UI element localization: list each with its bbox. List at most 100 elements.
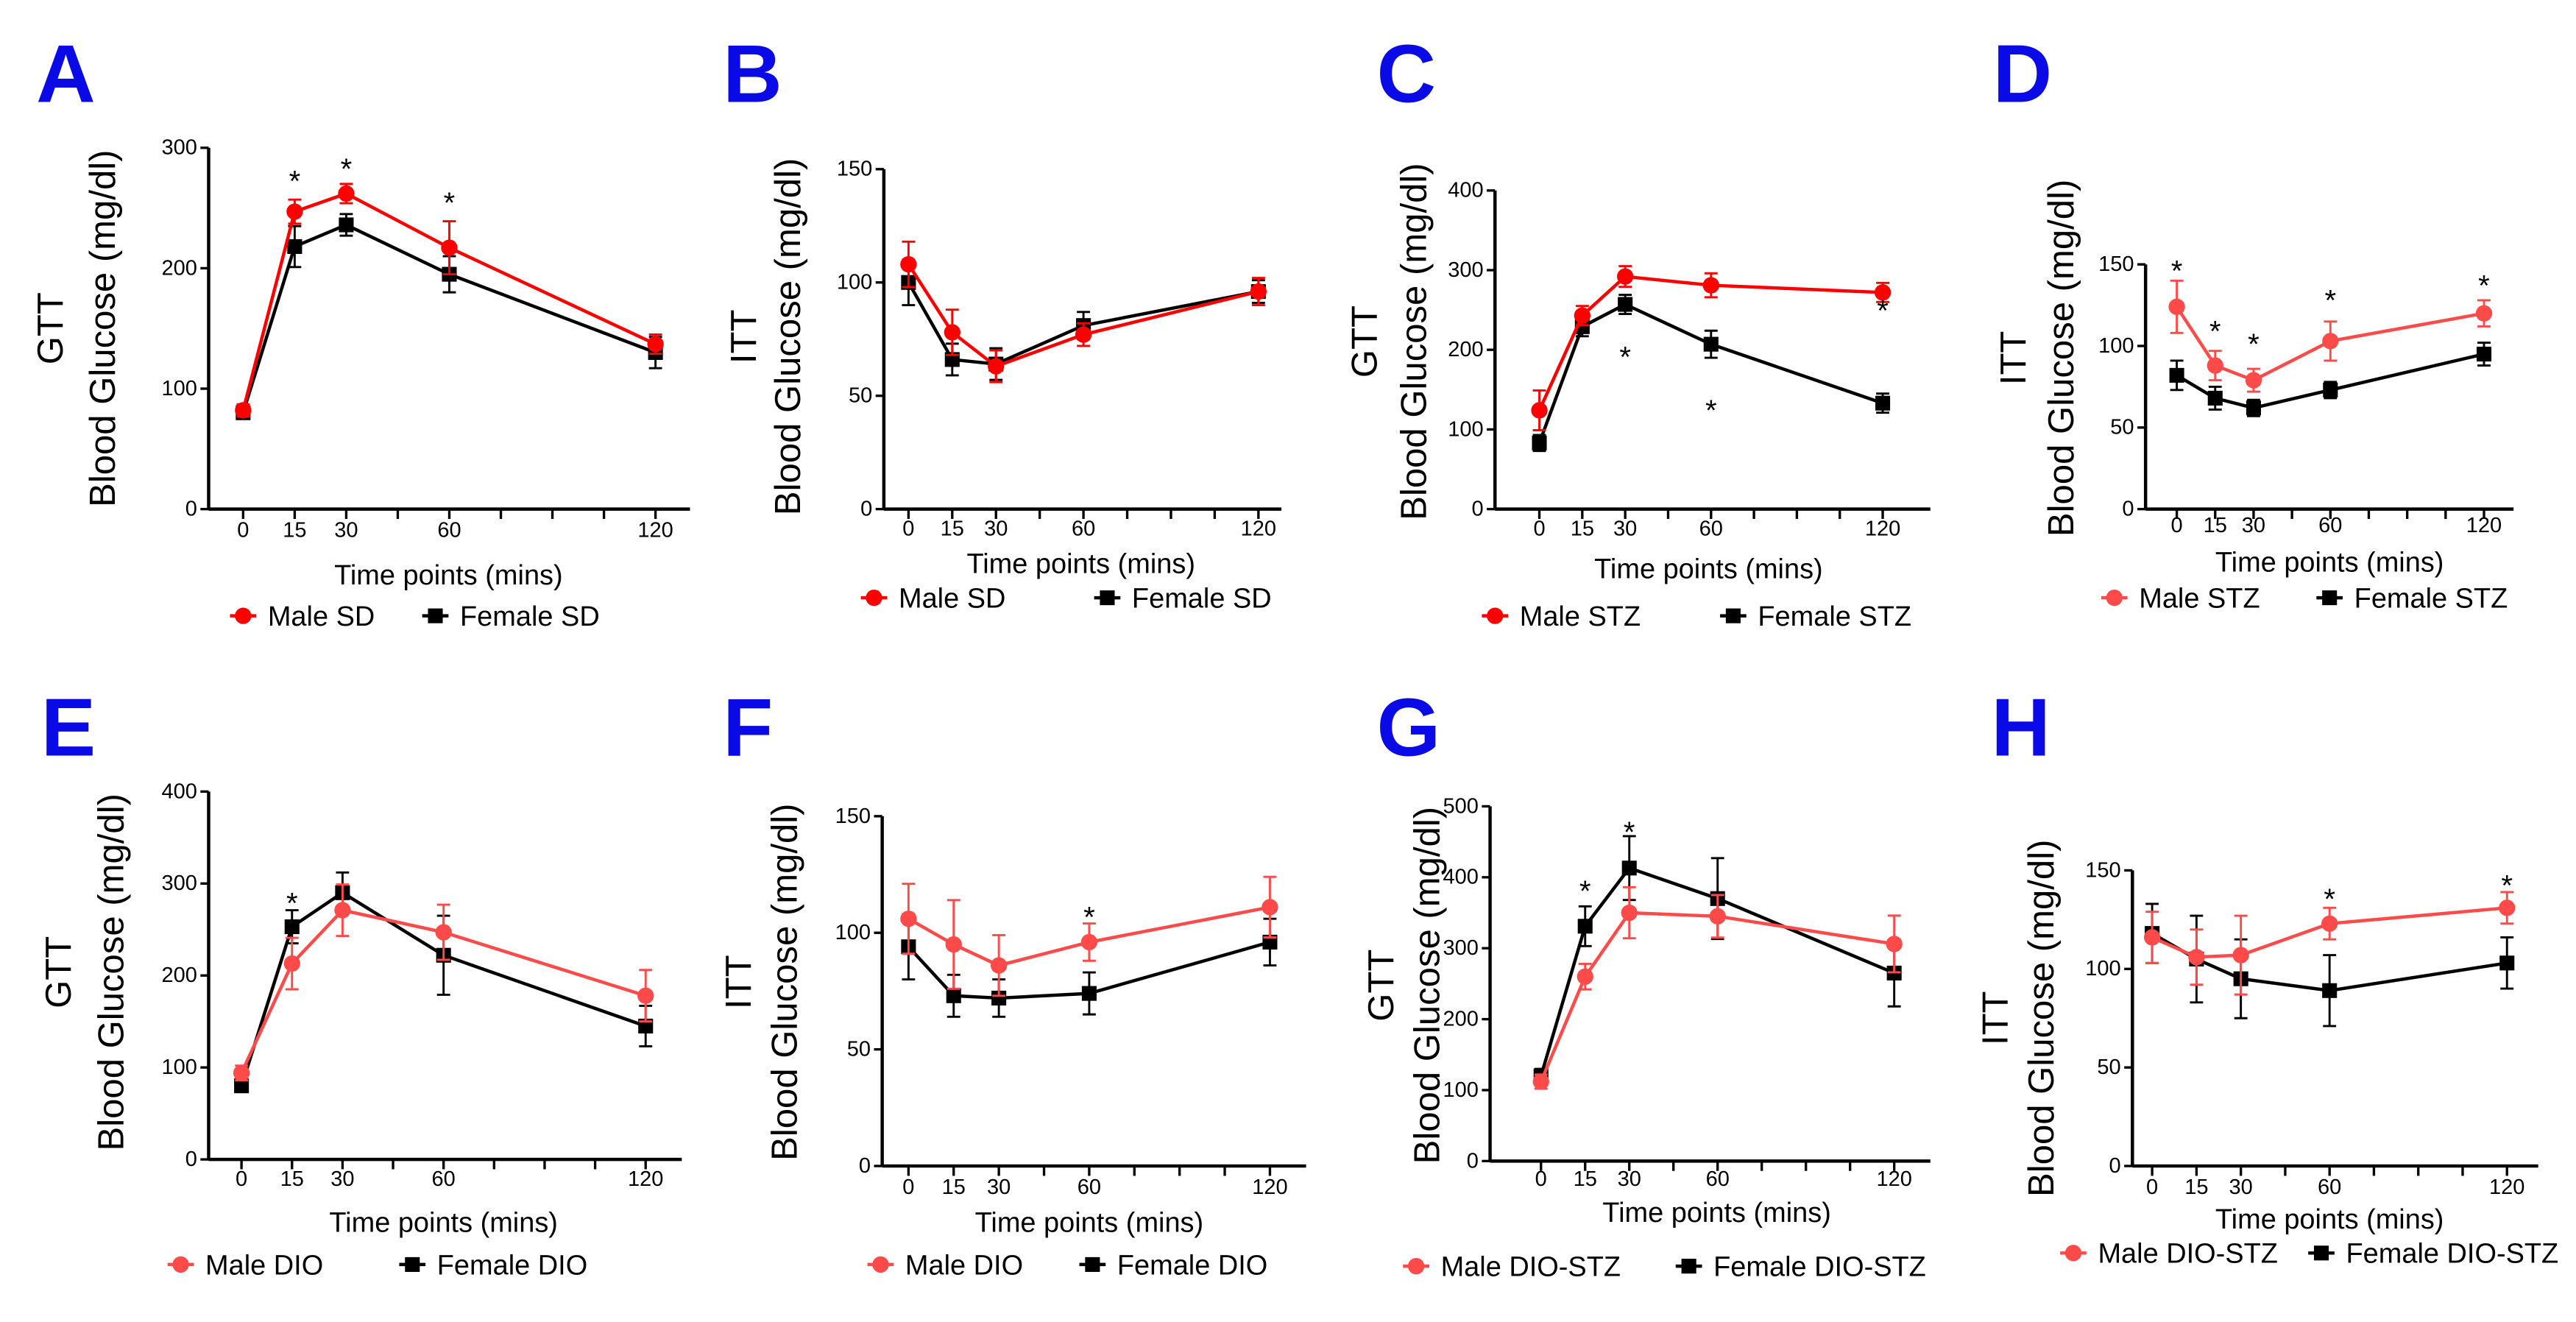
panel-c: C 0 100 200 300 400 0 15 30 60 120 Time points (min…: [1345, 27, 1931, 632]
panel-letter: C: [1377, 27, 1437, 119]
x-tick-label: 15: [2204, 514, 2227, 537]
y-tick-label: 0: [1471, 498, 1483, 521]
panel-g: G 0 100 200 300 400 500 0 15 30 60 120 Time points (…: [1362, 681, 1931, 1283]
significance-star: *: [1877, 294, 1889, 328]
test-label: GTT: [1362, 950, 1401, 1022]
y-tick-label: 300: [1448, 258, 1483, 282]
x-axis-label: Time points (mins): [2215, 547, 2444, 578]
panel-b: B 0 50 100 150 0 15 30 60 120 Time points (mins) IT…: [723, 27, 1282, 614]
x-tick-label: 120: [1241, 517, 1276, 540]
y-tick-label: 50: [847, 1038, 871, 1061]
legend-entry: Male STZ: [2101, 583, 2260, 614]
data-point: [2475, 305, 2493, 322]
legend-marker: [1681, 1259, 1696, 1274]
legend-label: Female SD: [1132, 583, 1272, 614]
data-point: [233, 1064, 250, 1081]
x-tick-label: 60: [1072, 517, 1095, 540]
legend-entry: Female DIO-STZ: [1675, 1252, 1926, 1283]
x-axis-label: Time points (mins): [329, 1207, 558, 1238]
data-point: [2143, 929, 2161, 946]
legend-label: Female DIO: [437, 1250, 587, 1281]
legend-label: Female SD: [460, 601, 600, 632]
data-point: [2207, 357, 2223, 374]
y-tick-label: 400: [161, 780, 197, 803]
x-tick-label: 60: [437, 519, 461, 542]
y-axis-label: Blood Glucose (mg/dl): [765, 803, 805, 1160]
data-point: [284, 919, 300, 935]
series-male-dio-stz: [2143, 891, 2516, 996]
data-point: [1702, 277, 1719, 294]
legend-entry: Male DIO: [167, 1250, 323, 1281]
series-female-stz: [2169, 342, 2492, 417]
series-male-stz: [2168, 279, 2493, 393]
x-axis-label: Time points (mins): [2215, 1204, 2444, 1235]
test-label: ITT: [719, 955, 759, 1009]
y-tick-label: 100: [1448, 417, 1483, 441]
y-axis-label: Blood Glucose (mg/dl): [91, 793, 131, 1150]
y-tick-label: 0: [859, 1154, 871, 1178]
data-point: [286, 203, 303, 220]
significance-star: *: [2248, 328, 2260, 361]
data-point: [334, 902, 351, 919]
series-male-stz: [1531, 265, 1892, 431]
data-point: [2323, 382, 2338, 397]
legend-marker: [1725, 608, 1741, 623]
test-label: ITT: [1994, 331, 2034, 386]
data-point: [1709, 908, 1726, 925]
x-tick-label: 120: [2466, 514, 2502, 537]
legend-marker: [428, 608, 443, 623]
y-tick-label: 100: [835, 921, 871, 944]
legend-marker: [872, 1256, 889, 1273]
legend-entry: Male SD: [860, 583, 1005, 614]
x-tick-label: 60: [1699, 517, 1723, 540]
data-point: [1574, 307, 1590, 324]
data-point: [1075, 326, 1092, 343]
data-point: [339, 217, 354, 233]
legend-entry: Female DIO-STZ: [2308, 1239, 2558, 1270]
x-tick-label: 120: [637, 519, 673, 542]
legend-marker: [1085, 1256, 1100, 1272]
x-tick-label: 0: [902, 517, 914, 540]
data-point: [2246, 400, 2261, 416]
legend-entry: Female STZ: [1720, 601, 1911, 632]
legend-marker: [2064, 1245, 2082, 1262]
y-tick-label: 50: [2110, 416, 2134, 439]
series-male-sd: [235, 183, 664, 419]
y-tick-label: 500: [1443, 794, 1479, 818]
data-point: [234, 1078, 250, 1094]
y-tick-label: 200: [1448, 338, 1483, 361]
x-tick-label: 30: [330, 1167, 354, 1191]
y-tick-label: 400: [1448, 179, 1483, 202]
data-point: [2322, 983, 2338, 998]
significance-star: *: [1705, 394, 1717, 427]
significance-star: *: [2324, 883, 2335, 916]
x-tick-label: 60: [2318, 514, 2342, 537]
data-point: [283, 955, 300, 972]
panel-letter: F: [723, 681, 773, 773]
y-tick-label: 150: [2098, 252, 2134, 276]
data-point: [1262, 899, 1278, 916]
x-tick-label: 120: [1252, 1176, 1287, 1199]
x-tick-label: 15: [1574, 1167, 1597, 1191]
x-axis-label: Time points (mins): [1594, 554, 1823, 584]
y-tick-label: 150: [837, 158, 872, 181]
significance-star: *: [1624, 816, 1635, 849]
y-tick-label: 100: [161, 377, 197, 400]
x-tick-label: 0: [236, 1167, 247, 1191]
significance-star: *: [2324, 283, 2336, 317]
legend-entry: Female SD: [1094, 583, 1272, 614]
test-label: ITT: [1976, 991, 2016, 1045]
x-tick-label: 120: [1876, 1167, 1911, 1191]
y-tick-label: 150: [2085, 858, 2120, 882]
x-axis-label: Time points (mins): [1602, 1198, 1831, 1229]
y-tick-label: 300: [161, 136, 197, 160]
legend-entry: Male SD: [230, 601, 375, 632]
x-tick-label: 120: [1865, 517, 1900, 540]
data-point: [1621, 860, 1637, 876]
y-tick-label: 0: [1467, 1149, 1479, 1173]
significance-star: *: [2478, 269, 2490, 302]
y-tick-label: 0: [2122, 498, 2134, 521]
data-point: [1886, 936, 1903, 952]
series-male-dio-stz: [1532, 886, 1903, 1090]
